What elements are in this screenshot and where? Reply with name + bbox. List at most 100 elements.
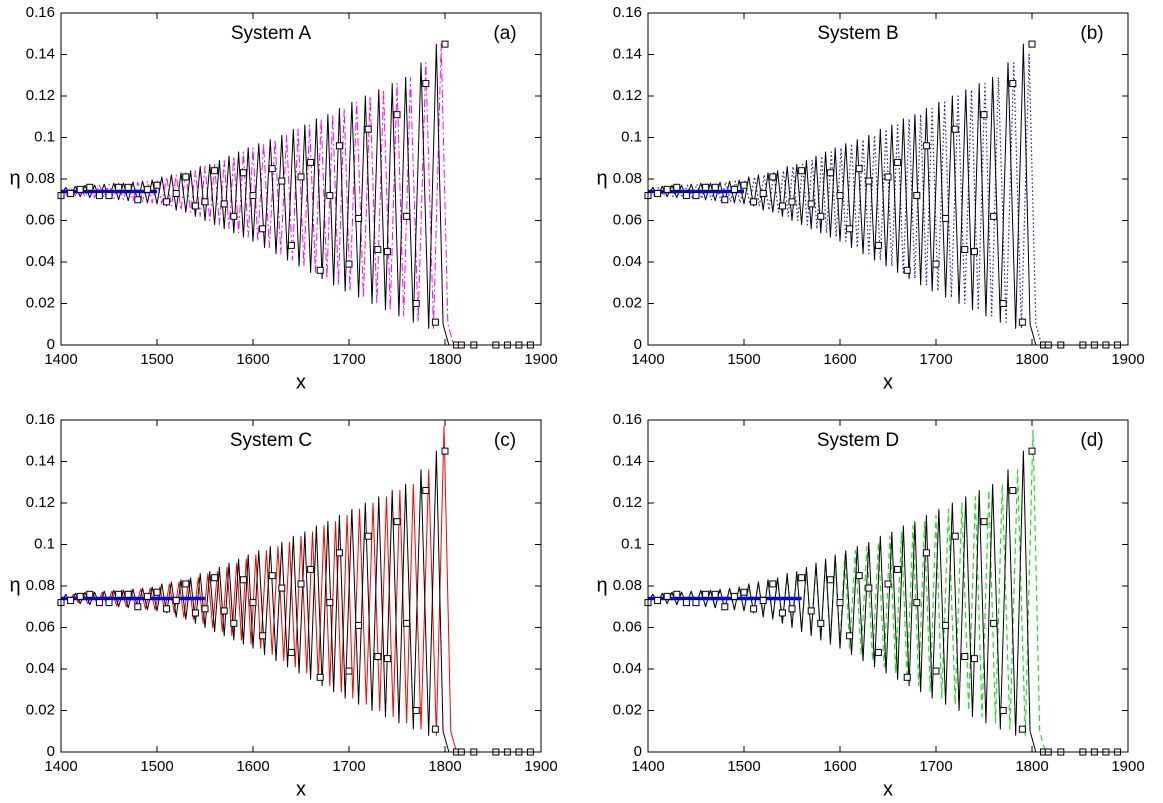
data-marker [961, 246, 969, 254]
panel: 1400 1500 1600 1700 1800 1900 0 0.02 0.04 0.06 0.0… [9, 411, 557, 800]
data-marker [730, 592, 738, 600]
data-line [653, 53, 1043, 345]
y-tick-label: 0.02 [613, 294, 642, 311]
data-marker [105, 599, 113, 607]
y-tick-label: 0.14 [26, 452, 55, 469]
data-marker [374, 653, 382, 661]
data-marker [769, 580, 777, 588]
data-marker [836, 192, 844, 200]
data-marker [211, 167, 219, 175]
data-marker [76, 592, 84, 600]
x-tick-label: 1500 [727, 758, 760, 775]
data-marker [307, 565, 315, 573]
data-marker [172, 597, 180, 605]
data-marker [865, 584, 873, 592]
panel-title: System A [231, 23, 312, 44]
y-axis-label: η [596, 574, 607, 596]
y-tick-label: 0.08 [26, 577, 55, 594]
data-marker [95, 599, 103, 607]
data-marker [259, 632, 267, 640]
data-marker [163, 198, 171, 206]
data-marker [1009, 487, 1017, 495]
y-tick-label: 0.12 [613, 87, 642, 104]
data-marker [268, 165, 276, 173]
data-marker [913, 192, 921, 200]
data-marker [913, 599, 921, 607]
data-marker [846, 632, 854, 640]
data-marker [326, 599, 334, 607]
x-tick-label: 1800 [1015, 758, 1048, 775]
y-tick-label: 0.14 [613, 452, 642, 469]
data-marker [422, 80, 430, 88]
panel-annotation: (c) [494, 430, 516, 451]
y-tick-label: 0 [47, 336, 55, 353]
x-tick-label: 1900 [1111, 758, 1144, 775]
data-marker [345, 260, 353, 268]
data-marker [383, 655, 391, 663]
data-marker [951, 532, 959, 540]
data-marker [663, 592, 671, 600]
data-marker [134, 196, 142, 204]
x-axis-label: x [883, 778, 893, 800]
data-marker [999, 300, 1007, 307]
data-marker [67, 190, 75, 198]
data-marker [307, 158, 315, 166]
data-marker [865, 177, 873, 185]
x-axis-label: x [296, 778, 306, 800]
data-marker [778, 202, 786, 210]
data-line [68, 425, 458, 752]
data-marker [1028, 447, 1036, 455]
data-marker [1018, 318, 1026, 326]
data-marker [403, 619, 411, 627]
data-marker [788, 198, 796, 206]
y-tick-label: 0.02 [26, 701, 55, 718]
x-tick-label: 1800 [1015, 351, 1048, 368]
y-axis-label: η [596, 167, 607, 189]
panel-annotation: (d) [1080, 430, 1103, 451]
data-marker [278, 584, 286, 592]
data-marker [124, 183, 132, 191]
data-marker [374, 246, 382, 254]
data-marker [980, 518, 988, 526]
data-marker [287, 648, 295, 656]
data-marker [326, 192, 334, 200]
data-marker [769, 173, 777, 181]
y-tick-label: 0.12 [26, 87, 55, 104]
y-tick-label: 0 [634, 336, 642, 353]
y-tick-label: 0.12 [26, 494, 55, 511]
data-marker [759, 190, 767, 198]
data-marker [287, 241, 295, 249]
x-tick-label: 1700 [919, 351, 952, 368]
data-marker [355, 621, 363, 629]
data-marker [942, 214, 950, 222]
x-tick-label: 1800 [428, 758, 461, 775]
x-tick-label: 1400 [44, 758, 77, 775]
data-marker [942, 621, 950, 629]
y-tick-label: 0.12 [613, 494, 642, 511]
data-marker [153, 181, 161, 189]
x-tick-label: 1900 [524, 758, 557, 775]
y-tick-label: 0.04 [613, 253, 642, 270]
data-marker [297, 173, 305, 181]
y-tick-label: 0.08 [26, 170, 55, 187]
y-tick-label: 0.06 [613, 211, 642, 228]
y-tick-label: 0.02 [26, 294, 55, 311]
data-marker [431, 725, 439, 733]
y-tick-label: 0 [634, 743, 642, 760]
data-marker [673, 183, 681, 191]
x-tick-label: 1900 [1111, 351, 1144, 368]
data-marker [249, 599, 257, 607]
data-marker [884, 173, 892, 181]
y-axis-label: η [9, 167, 20, 189]
y-tick-label: 0.14 [26, 45, 55, 62]
data-marker [702, 590, 710, 598]
x-tick-label: 1400 [44, 351, 77, 368]
data-marker [259, 225, 267, 233]
data-marker [702, 183, 710, 191]
plot-area [648, 43, 1043, 345]
data-marker [393, 111, 401, 119]
data-marker [922, 549, 930, 557]
x-tick-label: 1700 [332, 758, 365, 775]
x-tick-label: 1400 [631, 351, 664, 368]
